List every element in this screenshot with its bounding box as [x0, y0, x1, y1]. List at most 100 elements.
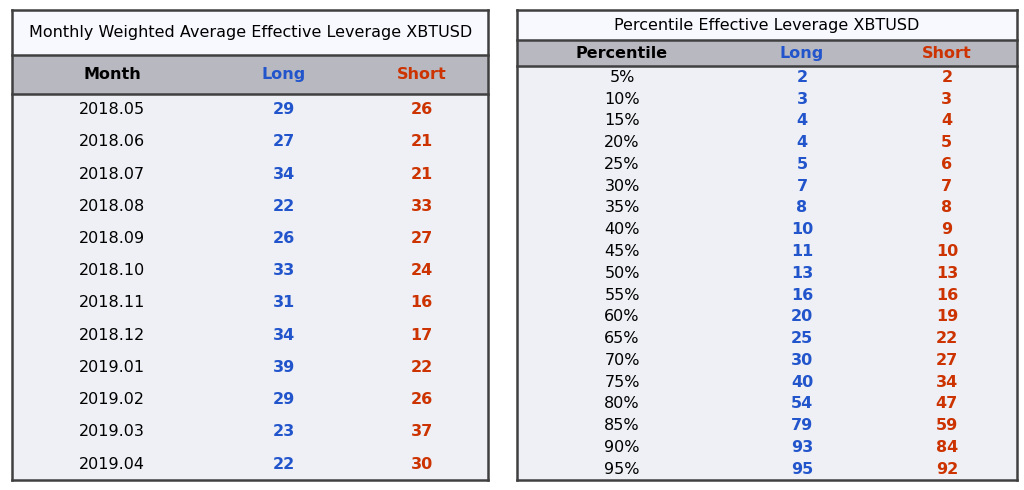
Text: 10: 10: [791, 222, 813, 237]
Text: 16: 16: [411, 295, 433, 311]
Text: 24: 24: [411, 263, 433, 278]
Text: 2: 2: [797, 70, 808, 85]
Text: 13: 13: [936, 266, 958, 281]
Bar: [12, 158, 488, 190]
Text: 40%: 40%: [604, 222, 640, 237]
Text: 55%: 55%: [604, 288, 640, 303]
Bar: [517, 241, 1017, 263]
Text: 45%: 45%: [604, 244, 640, 259]
Bar: [12, 55, 488, 94]
Text: 29: 29: [272, 392, 295, 407]
Text: 22: 22: [272, 457, 295, 471]
Text: 5: 5: [797, 157, 808, 172]
Text: 13: 13: [791, 266, 813, 281]
Text: Monthly Weighted Average Effective Leverage XBTUSD: Monthly Weighted Average Effective Lever…: [29, 25, 472, 40]
Bar: [517, 40, 1017, 67]
Text: 33: 33: [411, 199, 433, 214]
Text: Short: Short: [397, 67, 446, 82]
Text: 17: 17: [411, 328, 433, 343]
Text: 2018.06: 2018.06: [79, 134, 145, 149]
Bar: [517, 88, 1017, 110]
Text: 47: 47: [936, 396, 958, 412]
Text: 2018.09: 2018.09: [79, 231, 145, 246]
Bar: [517, 371, 1017, 393]
Text: Long: Long: [780, 46, 824, 61]
Bar: [517, 459, 1017, 480]
Bar: [12, 319, 488, 351]
Text: 2019.04: 2019.04: [79, 457, 145, 471]
Text: 90%: 90%: [604, 440, 640, 455]
Text: 10%: 10%: [604, 92, 640, 107]
Bar: [12, 10, 488, 55]
Bar: [517, 393, 1017, 415]
Bar: [517, 153, 1017, 175]
Bar: [12, 287, 488, 319]
Bar: [517, 284, 1017, 306]
Text: 30: 30: [411, 457, 433, 471]
Bar: [517, 219, 1017, 241]
Bar: [517, 10, 1017, 40]
Text: 34: 34: [272, 167, 295, 182]
Text: 80%: 80%: [604, 396, 640, 412]
Bar: [517, 67, 1017, 88]
Text: 27: 27: [411, 231, 433, 246]
Text: 2018.08: 2018.08: [79, 199, 145, 214]
Text: 95: 95: [791, 462, 813, 477]
Text: 16: 16: [936, 288, 958, 303]
Bar: [12, 190, 488, 222]
Text: 37: 37: [411, 424, 433, 440]
Text: 23: 23: [272, 424, 295, 440]
Text: 9: 9: [941, 222, 952, 237]
Text: 10: 10: [936, 244, 958, 259]
Text: 27: 27: [272, 134, 295, 149]
Text: 34: 34: [936, 375, 958, 390]
Bar: [12, 416, 488, 448]
Text: 30: 30: [791, 353, 813, 368]
Text: 22: 22: [272, 199, 295, 214]
Text: 2: 2: [941, 70, 952, 85]
Text: 21: 21: [411, 167, 433, 182]
Text: 39: 39: [272, 360, 295, 375]
Text: 25: 25: [791, 331, 813, 346]
Text: Short: Short: [922, 46, 972, 61]
Text: 20%: 20%: [604, 135, 640, 150]
Text: Percentile: Percentile: [575, 46, 668, 61]
Text: 26: 26: [272, 231, 295, 246]
Text: 5%: 5%: [609, 70, 635, 85]
Text: 54: 54: [791, 396, 813, 412]
Text: 2018.11: 2018.11: [79, 295, 145, 311]
Bar: [517, 415, 1017, 437]
Text: 7: 7: [941, 179, 952, 194]
Text: 2019.03: 2019.03: [79, 424, 145, 440]
Text: 22: 22: [936, 331, 958, 346]
Text: Percentile Effective Leverage XBTUSD: Percentile Effective Leverage XBTUSD: [614, 18, 920, 32]
Bar: [517, 328, 1017, 349]
Text: 34: 34: [272, 328, 295, 343]
Bar: [12, 255, 488, 287]
Bar: [12, 351, 488, 384]
Bar: [517, 132, 1017, 153]
Text: 4: 4: [941, 113, 952, 128]
Text: 19: 19: [936, 309, 958, 324]
Text: 2019.02: 2019.02: [79, 392, 145, 407]
Text: 25%: 25%: [604, 157, 640, 172]
Text: 92: 92: [936, 462, 958, 477]
Text: 5: 5: [941, 135, 952, 150]
Bar: [12, 126, 488, 158]
Text: 3: 3: [797, 92, 808, 107]
Bar: [517, 110, 1017, 132]
Bar: [12, 222, 488, 255]
Text: Long: Long: [261, 67, 306, 82]
Text: 30%: 30%: [604, 179, 640, 194]
Text: 2019.01: 2019.01: [79, 360, 145, 375]
Bar: [517, 349, 1017, 371]
Bar: [517, 306, 1017, 328]
Text: 93: 93: [791, 440, 813, 455]
Text: 3: 3: [941, 92, 952, 107]
Text: 70%: 70%: [604, 353, 640, 368]
Text: 8: 8: [797, 200, 808, 216]
Text: 20: 20: [791, 309, 813, 324]
Text: 40: 40: [791, 375, 813, 390]
Text: 29: 29: [272, 102, 295, 117]
Text: Month: Month: [83, 67, 141, 82]
